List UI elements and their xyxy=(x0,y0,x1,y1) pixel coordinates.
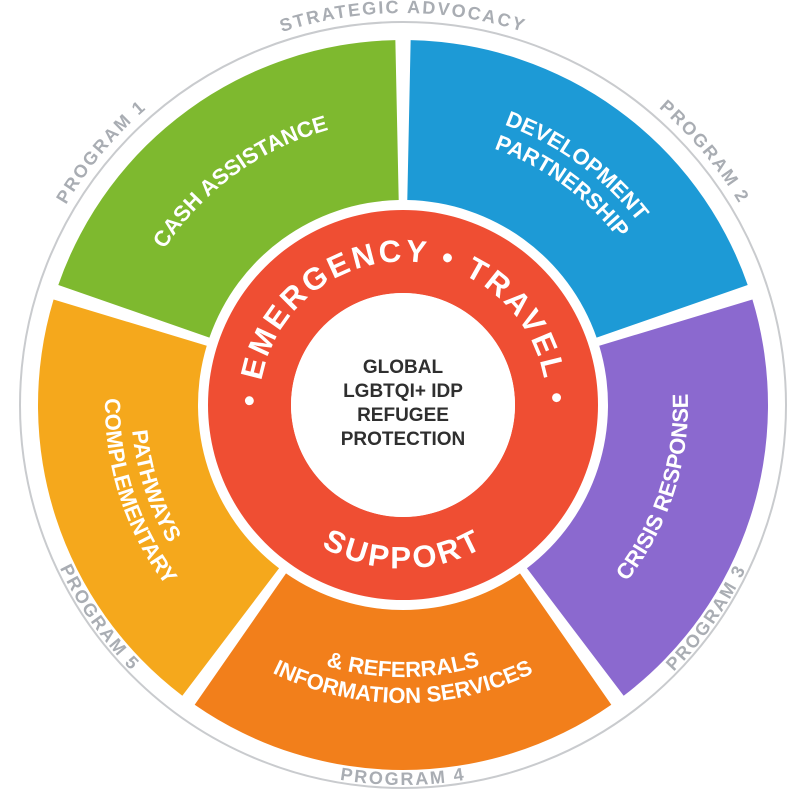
program-wheel: STRATEGIC ADVOCACYPROGRAM 1PROGRAM 2PROG… xyxy=(0,0,806,810)
outer-label: STRATEGIC ADVOCACY xyxy=(277,0,529,36)
